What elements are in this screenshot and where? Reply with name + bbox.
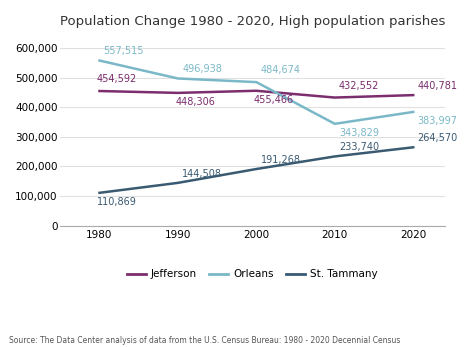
Text: 440,781: 440,781 bbox=[418, 81, 457, 91]
Text: 144,508: 144,508 bbox=[182, 169, 222, 179]
Text: 343,829: 343,829 bbox=[339, 128, 379, 138]
Orleans bbox=[97, 58, 102, 62]
Text: 455,466: 455,466 bbox=[254, 95, 294, 105]
St. Tammany bbox=[175, 181, 181, 185]
St. Tammany bbox=[332, 154, 337, 159]
Orleans bbox=[332, 122, 337, 126]
Jefferson bbox=[175, 91, 181, 95]
Line: Jefferson: Jefferson bbox=[100, 91, 413, 98]
Jefferson bbox=[97, 89, 102, 93]
St. Tammany bbox=[97, 191, 102, 195]
Text: 383,997: 383,997 bbox=[418, 116, 457, 126]
Text: 496,938: 496,938 bbox=[182, 64, 222, 74]
Orleans bbox=[254, 80, 259, 84]
Line: St. Tammany: St. Tammany bbox=[100, 147, 413, 193]
Text: 454,592: 454,592 bbox=[97, 74, 137, 84]
Text: 264,570: 264,570 bbox=[418, 133, 457, 143]
Orleans bbox=[175, 76, 181, 81]
Legend: Jefferson, Orleans, St. Tammany: Jefferson, Orleans, St. Tammany bbox=[123, 265, 382, 283]
Line: Orleans: Orleans bbox=[100, 60, 413, 124]
Text: 191,268: 191,268 bbox=[261, 155, 301, 165]
Title: Population Change 1980 - 2020, High population parishes: Population Change 1980 - 2020, High popu… bbox=[60, 15, 445, 28]
St. Tammany bbox=[410, 145, 416, 150]
Text: 432,552: 432,552 bbox=[339, 81, 379, 91]
Text: 484,674: 484,674 bbox=[261, 65, 301, 75]
Jefferson bbox=[410, 93, 416, 97]
Text: Source: The Data Center analysis of data from the U.S. Census Bureau: 1980 - 202: Source: The Data Center analysis of data… bbox=[9, 336, 401, 345]
Text: 557,515: 557,515 bbox=[104, 46, 144, 56]
Jefferson bbox=[332, 95, 337, 100]
St. Tammany bbox=[254, 167, 259, 171]
Orleans bbox=[410, 110, 416, 114]
Jefferson bbox=[254, 89, 259, 93]
Text: 233,740: 233,740 bbox=[339, 142, 379, 152]
Text: 448,306: 448,306 bbox=[175, 97, 215, 107]
Text: 110,869: 110,869 bbox=[97, 197, 137, 207]
